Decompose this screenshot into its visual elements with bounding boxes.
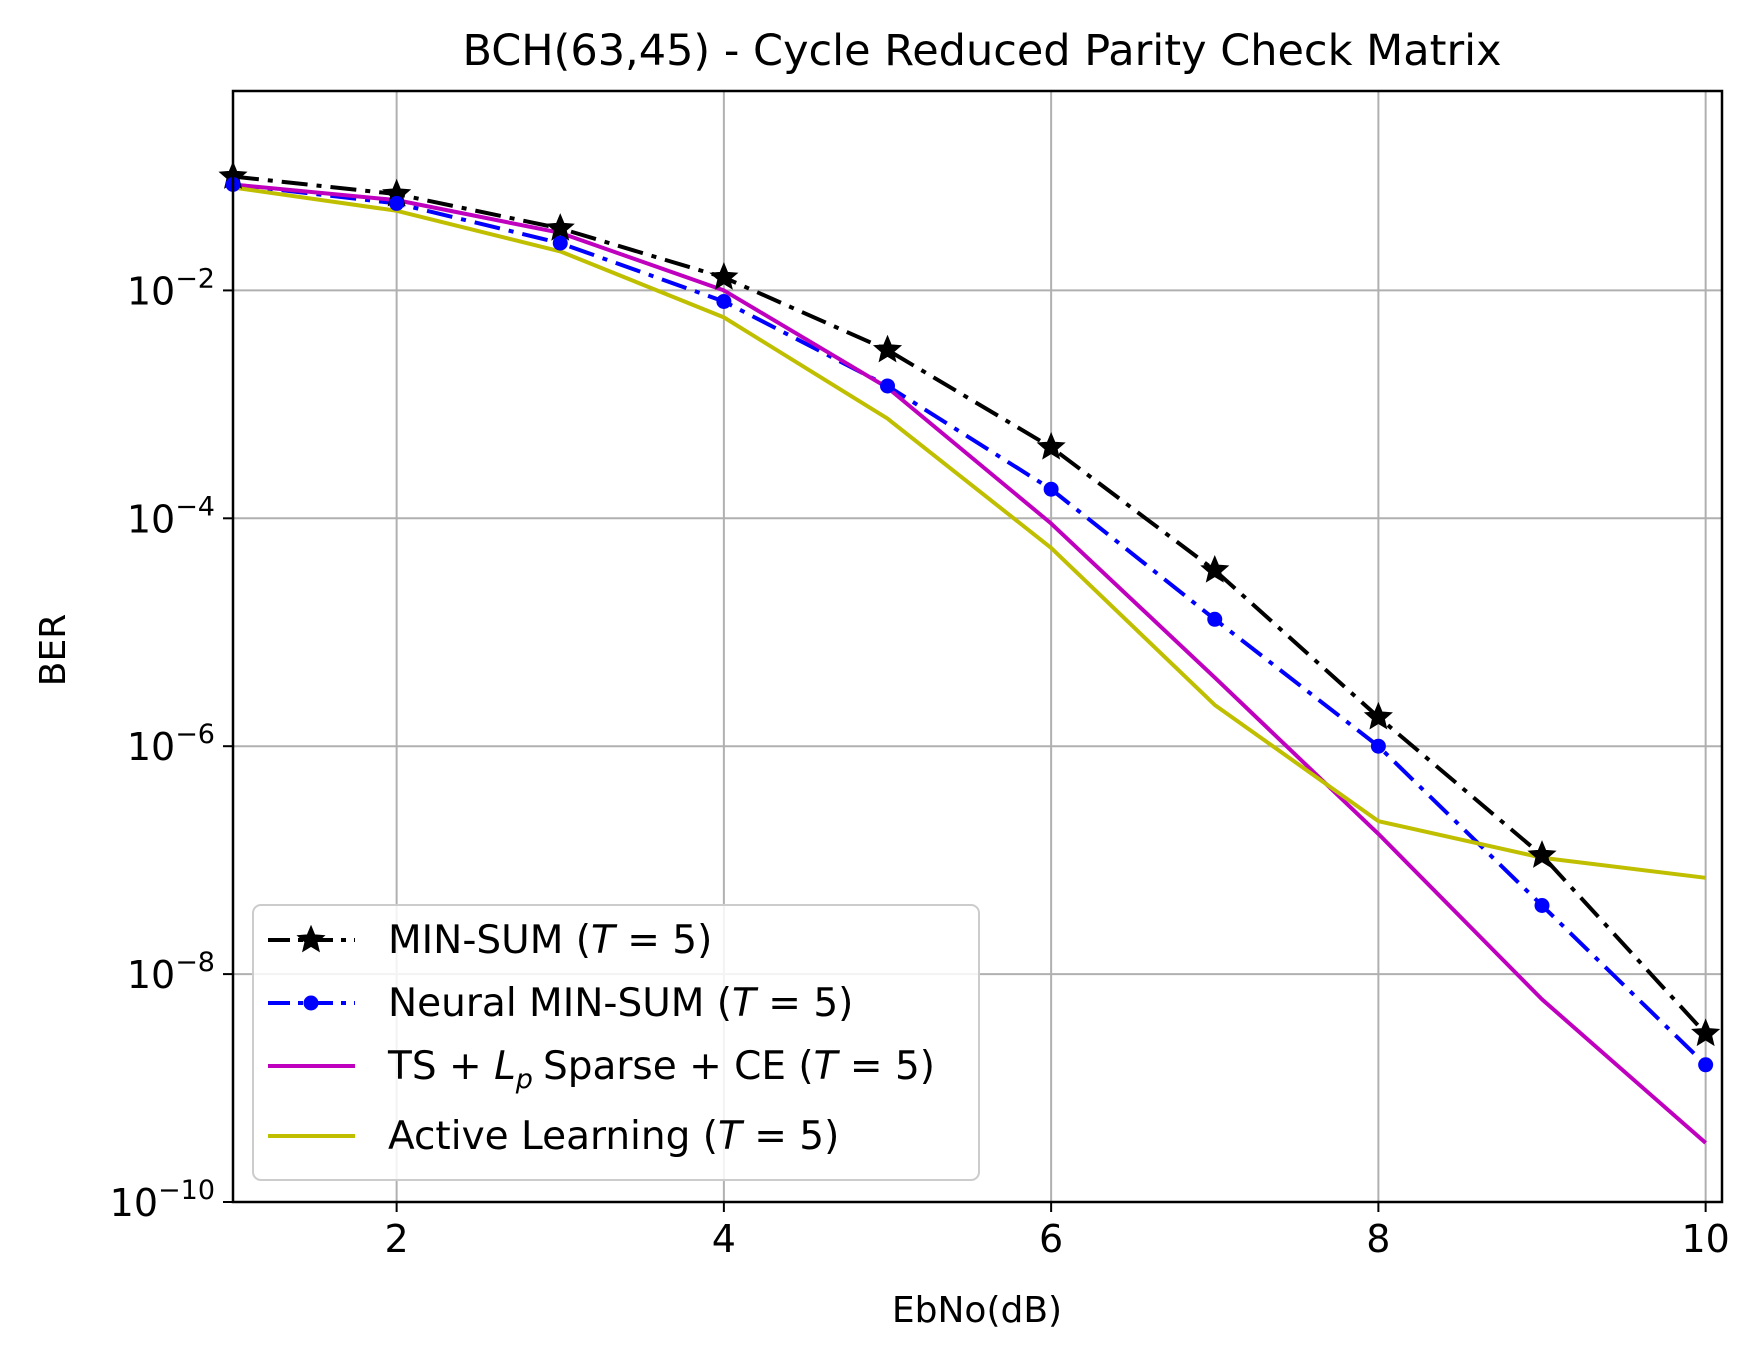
series-line-neural-min-sum	[232, 182, 1708, 1067]
series-line-active-learning	[232, 185, 1706, 880]
legend: MIN-SUM (T = 5) Neural MIN-SUM (T = 5) T…	[252, 904, 980, 1181]
legend-entry-active-learning: Active Learning (T = 5)	[268, 1114, 839, 1159]
data-point-min-sum-3	[545, 213, 575, 241]
legend-t-symbol: T	[732, 981, 759, 1026]
data-point-neural-min-sum-3	[552, 235, 568, 251]
legend-text-active-learning: Active Learning (	[388, 1114, 718, 1159]
legend-box	[252, 904, 980, 1181]
data-point-min-sum-9	[1527, 840, 1557, 868]
legend-text-sparse-ce: Sparse + CE (	[543, 1044, 814, 1089]
legend-text-ts: TS +	[387, 1044, 494, 1089]
series-line-ts-lp-sparse-ce	[232, 182, 1707, 1145]
legend-t-value: = 5	[756, 981, 838, 1026]
legend-marker-neural-min-sum	[303, 995, 319, 1011]
legend-label-neural-min-sum: Neural MIN-SUM (T = 5)	[388, 981, 853, 1026]
data-point-neural-min-sum-9	[1534, 897, 1550, 913]
legend-text-min-sum: MIN-SUM (	[388, 918, 591, 963]
y-axis-ticks: 10−2 10−4 10−6 10−8 10−10	[110, 263, 233, 1225]
legend-lp-sub: p	[515, 1064, 533, 1095]
x-tick-label-4: 4	[712, 1217, 736, 1261]
x-tick-label-10: 10	[1681, 1217, 1729, 1261]
legend-t-symbol: T	[591, 918, 618, 963]
y-tick-label--10: 10−10	[110, 1175, 215, 1225]
x-axis-label: EbNo(dB)	[892, 1290, 1062, 1331]
data-point-neural-min-sum-6	[1043, 481, 1059, 497]
y-axis-label: BER	[33, 614, 74, 686]
plot-frame	[231, 89, 1724, 1204]
data-point-min-sum-7	[1200, 554, 1230, 583]
data-point-min-sum-5	[872, 334, 903, 363]
x-tick-label-8: 8	[1366, 1217, 1390, 1261]
data-point-min-sum-6	[1036, 431, 1066, 460]
legend-t-symbol: T	[814, 1044, 841, 1089]
legend-t-value: = 5	[837, 1044, 919, 1089]
data-point-neural-min-sum-7	[1207, 611, 1223, 627]
x-tick-label-2: 2	[385, 1217, 409, 1261]
data-point-neural-min-sum-5	[880, 378, 896, 394]
legend-entry-min-sum: MIN-SUM (T = 5)	[268, 918, 712, 963]
data-point-min-sum-10	[1691, 1018, 1721, 1047]
legend-lp-l: L	[494, 1044, 516, 1089]
legend-close-paren: )	[838, 981, 853, 1026]
y-tick-label--6: 10−6	[127, 719, 215, 769]
data-point-neural-min-sum-10	[1698, 1057, 1714, 1073]
legend-marker-min-sum	[296, 924, 326, 953]
data-point-neural-min-sum-4	[716, 293, 732, 309]
legend-close-paren: )	[697, 918, 712, 963]
data-point-min-sum-8	[1363, 701, 1393, 730]
data-point-neural-min-sum-8	[1370, 738, 1386, 754]
y-tick-label--8: 10−8	[127, 947, 215, 997]
y-tick-label--4: 10−4	[127, 491, 215, 541]
data-point-min-sum-4	[709, 262, 739, 290]
legend-t-value: = 5	[742, 1114, 824, 1159]
legend-entry-neural-min-sum: Neural MIN-SUM (T = 5)	[268, 981, 853, 1026]
series-lines	[232, 174, 1708, 1145]
legend-label-ts-lp-sparse-ce: TS + Lp Sparse + CE (T = 5)	[387, 1044, 935, 1095]
legend-marker-min-sum-shape	[296, 924, 326, 953]
y-tick-label--2: 10−2	[127, 263, 215, 313]
legend-t-value: = 5	[615, 918, 697, 963]
legend-label-min-sum: MIN-SUM (T = 5)	[388, 918, 712, 963]
chart-title: BCH(63,45) - Cycle Reduced Parity Check …	[462, 26, 1501, 76]
x-axis-ticks: 2 4 6 8 10	[385, 1202, 1730, 1261]
series-markers	[218, 161, 1721, 1073]
legend-close-paren: )	[824, 1114, 839, 1159]
legend-close-paren: )	[920, 1044, 935, 1089]
legend-t-symbol: T	[718, 1114, 745, 1159]
legend-text-neural-min-sum: Neural MIN-SUM (	[388, 981, 732, 1026]
legend-entry-ts-lp-sparse-ce: TS + Lp Sparse + CE (T = 5)	[268, 1044, 935, 1095]
legend-marker-neural-min-sum-shape	[303, 995, 319, 1011]
legend-label-active-learning: Active Learning (T = 5)	[388, 1114, 839, 1159]
x-tick-label-6: 6	[1039, 1217, 1063, 1261]
series-line-min-sum	[232, 174, 1708, 1036]
data-point-neural-min-sum-2	[389, 195, 405, 211]
